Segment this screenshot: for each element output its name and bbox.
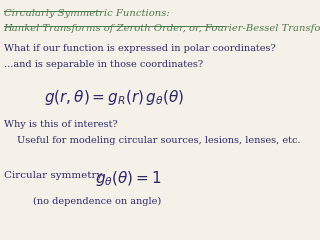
Text: Why is this of interest?: Why is this of interest? — [4, 120, 117, 129]
Text: Circular symmetry:: Circular symmetry: — [4, 171, 112, 180]
Text: (no dependence on angle): (no dependence on angle) — [33, 197, 161, 206]
Text: $g_\theta(\theta) = 1$: $g_\theta(\theta) = 1$ — [95, 169, 162, 188]
Text: Circularly Symmetric Functions:: Circularly Symmetric Functions: — [4, 8, 169, 18]
Text: Hankel Transforms of Zeroth Order, or, Fourier-Bessel Transforms: Hankel Transforms of Zeroth Order, or, F… — [4, 24, 320, 33]
Text: $g(r,\theta) = g_R(r)\,g_\theta(\theta)$: $g(r,\theta) = g_R(r)\,g_\theta(\theta)$ — [44, 88, 185, 107]
Text: ...and is separable in those coordinates?: ...and is separable in those coordinates… — [4, 60, 203, 68]
Text: Useful for modeling circular sources, lesions, lenses, etc.: Useful for modeling circular sources, le… — [17, 136, 301, 145]
Text: What if our function is expressed in polar coordinates?: What if our function is expressed in pol… — [4, 44, 276, 53]
